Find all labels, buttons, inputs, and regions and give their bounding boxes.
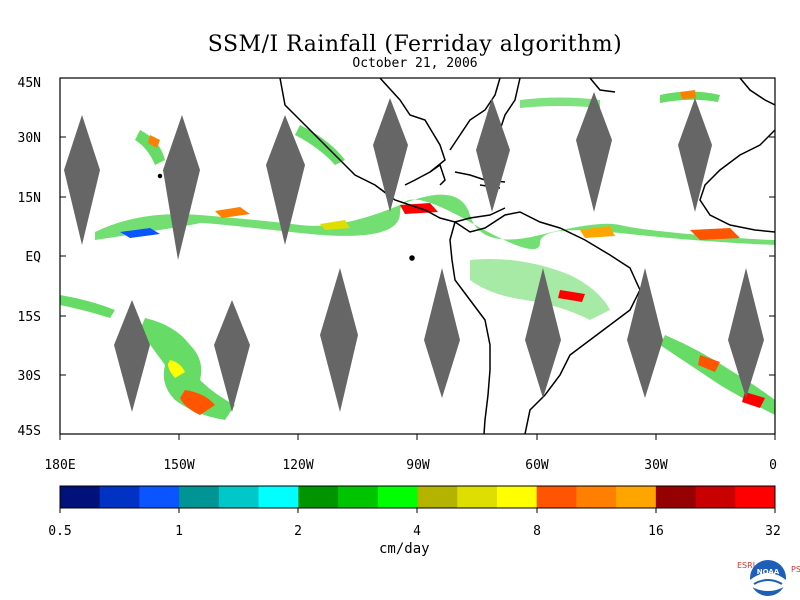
map-date: October 21, 2006 [352,56,478,71]
noaa-text: NOAA [757,568,780,576]
noaa-emblem-icon: NOAA [750,560,786,596]
colorbar-swatch [735,486,776,508]
colorbar-swatch [298,486,339,508]
colorbar-swatch [377,486,418,508]
colorbar-swatch [218,486,260,508]
colorbar-swatch [417,486,458,508]
colorbar-swatch [695,486,736,508]
colorbar-swatch [99,486,140,508]
colorbar-unit: cm/day [379,541,430,557]
longitude-labels: 180E 150W 120W 90W 60W 30W 0 [44,458,777,473]
lat-label: EQ [25,250,41,265]
lat-label: 45N [18,76,41,91]
lon-label: 180E [44,458,75,473]
colorbar-tick-label: 4 [413,524,421,539]
colorbar-swatch [139,486,180,508]
satellite-swath-gaps [64,92,764,412]
colorbar-labels: 0.5 1 2 4 8 16 32 [48,524,781,539]
rain-band-south-pacific [60,295,235,420]
lat-label: 45S [18,424,41,439]
lat-label: 30S [18,369,41,384]
lon-label: 120W [282,458,313,473]
colorbar-tick-label: 32 [765,524,781,539]
colorbar-swatch [616,486,657,508]
logo-left-letters: ESRL [737,561,758,570]
colorbar-swatch [457,486,498,508]
lat-label: 15N [18,191,41,206]
colorbar-swatch [576,486,617,508]
colorbar-tick-label: 1 [175,524,183,539]
colorbar [59,485,776,513]
rain-band-itcz [95,194,775,250]
colorbar-tick-label: 8 [533,524,541,539]
lon-label: 30W [644,458,668,473]
rain-band-north-pacific [135,90,720,165]
colorbar-swatch [655,486,697,508]
lon-label: 150W [163,458,194,473]
lon-label: 0 [769,458,777,473]
colorbar-swatch [496,486,538,508]
map-content [60,78,775,434]
colorbar-tick-label: 2 [294,524,302,539]
logo-right-letters: PSD [791,565,800,574]
continent-outlines [157,78,775,434]
lon-label: 90W [406,458,430,473]
map-ticks [59,77,776,440]
lon-label: 60W [525,458,549,473]
colorbar-swatch [338,486,379,508]
colorbar-swatch [258,486,299,508]
colorbar-swatch [536,486,577,508]
colorbar-tick-label: 16 [648,524,664,539]
colorbar-swatch [60,486,101,508]
lat-label: 15S [18,310,41,325]
colorbar-swatch [179,486,220,508]
map-title: SSM/I Rainfall (Ferriday algorithm) [207,32,623,57]
colorbar-tick-label: 0.5 [48,524,71,539]
latitude-labels: 45N 30N 15N EQ 15S 30S 45S [18,76,42,439]
lat-label: 30N [18,131,41,146]
